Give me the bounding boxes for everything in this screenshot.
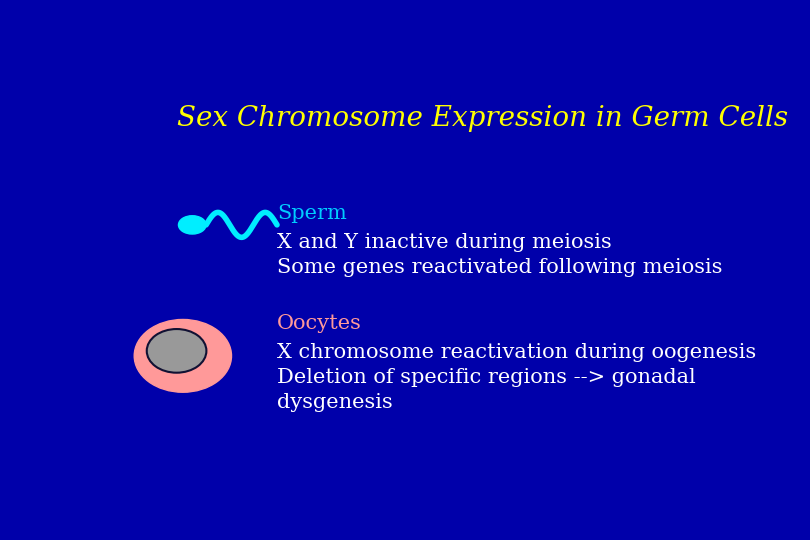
Text: X chromosome reactivation during oogenesis
Deletion of specific regions --> gona: X chromosome reactivation during oogenes… bbox=[277, 343, 757, 413]
Text: Sperm: Sperm bbox=[277, 204, 347, 223]
Text: X and Y inactive during meiosis
Some genes reactivated following meiosis: X and Y inactive during meiosis Some gen… bbox=[277, 233, 723, 277]
Ellipse shape bbox=[134, 320, 232, 392]
Ellipse shape bbox=[147, 329, 207, 373]
Text: Oocytes: Oocytes bbox=[277, 314, 362, 333]
Circle shape bbox=[178, 216, 206, 234]
Text: Sex Chromosome Expression in Germ Cells: Sex Chromosome Expression in Germ Cells bbox=[177, 105, 787, 132]
